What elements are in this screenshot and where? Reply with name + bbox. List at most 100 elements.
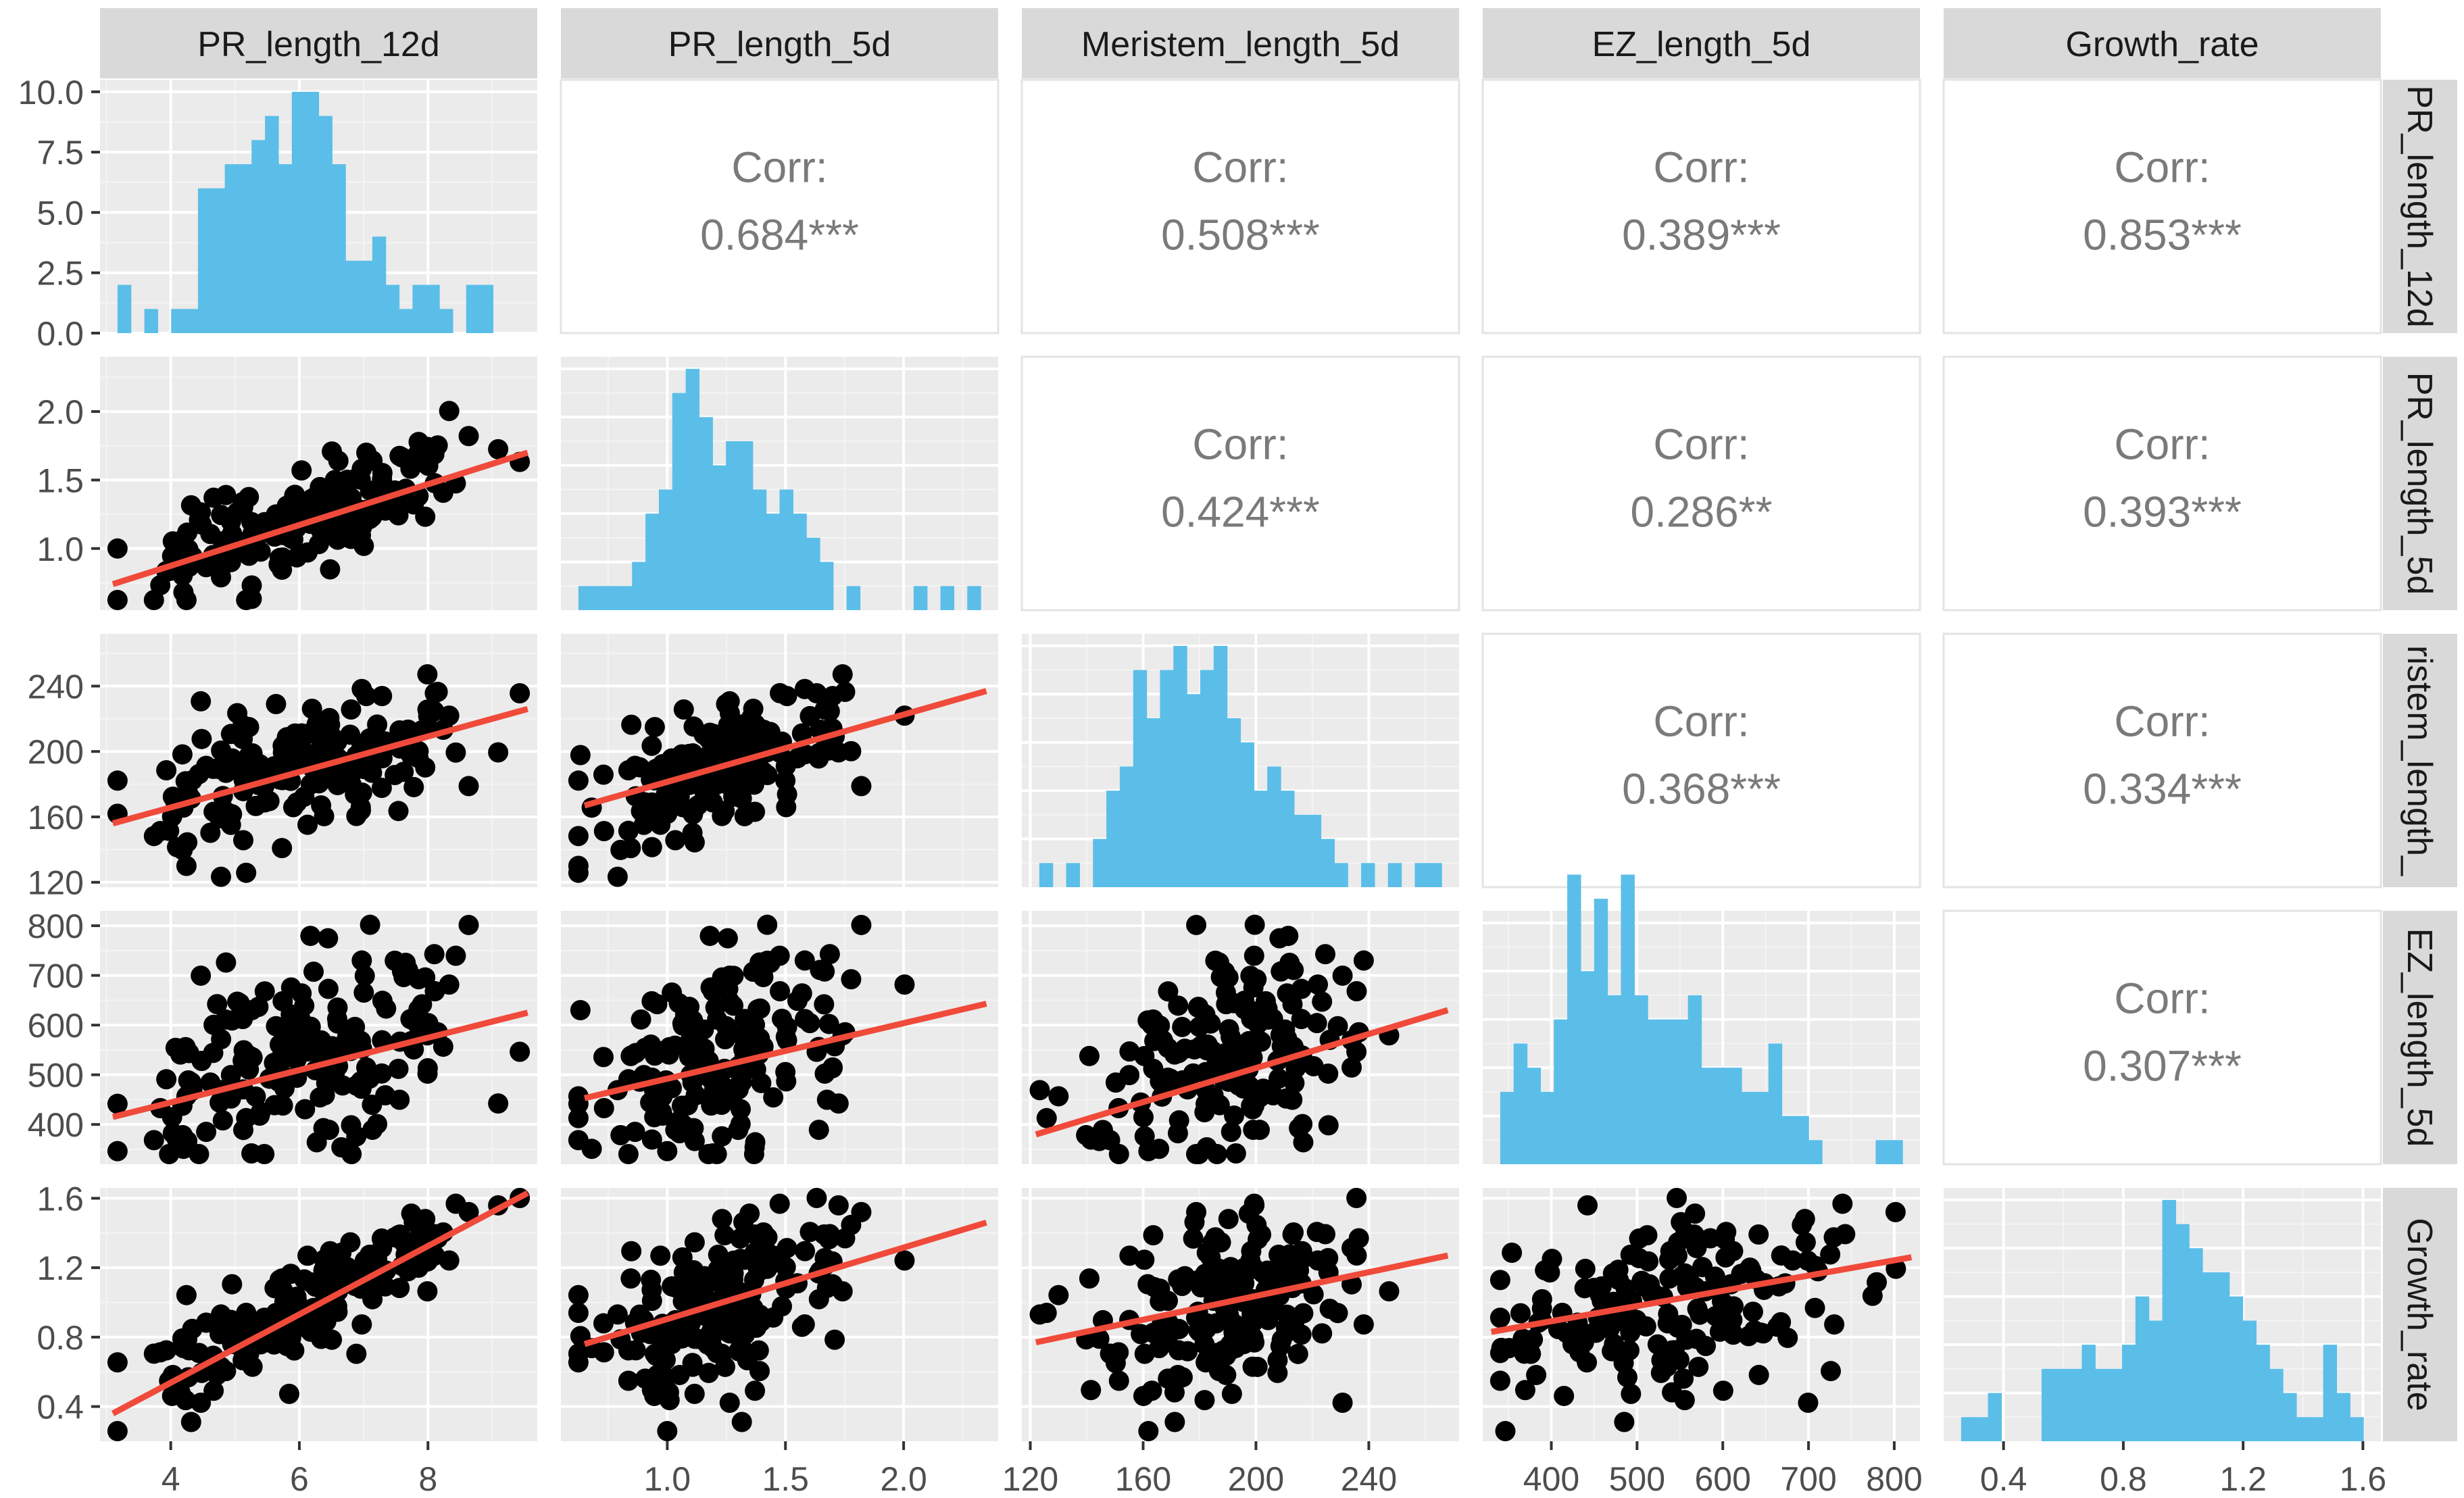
x-tick-label: 1.6	[2340, 1460, 2387, 1498]
panel-bg	[1022, 1188, 1459, 1441]
corr-value: 0.334***	[2083, 765, 2242, 814]
column-strip-growth-rate: Growth_rate	[1944, 8, 2381, 78]
hist-bar	[739, 441, 754, 610]
scatter-point	[1637, 1225, 1658, 1246]
hist-bar	[412, 284, 426, 333]
scatter-point	[1795, 1232, 1816, 1253]
column-strip-label: EZ_length_5d	[1592, 25, 1811, 64]
scatter-point	[1713, 1380, 1733, 1401]
hist-bar	[1066, 863, 1081, 887]
y-tick-label: 240	[28, 668, 84, 705]
hist-bar	[2068, 1368, 2083, 1441]
hist-bar	[1361, 863, 1375, 887]
scatter-point	[593, 764, 614, 785]
scatter-point	[107, 1352, 128, 1373]
corr-label: Corr:	[2114, 697, 2210, 746]
scatter-point	[1798, 1393, 1819, 1414]
scatter-point	[1248, 1229, 1268, 1250]
scatter-point	[295, 743, 316, 764]
column-strip-pr-length-5d: PR_length_5d	[561, 8, 998, 78]
hist-bar	[1187, 694, 1201, 887]
scatter-point	[1353, 1314, 1374, 1335]
scatter-point	[751, 1072, 772, 1093]
y-axis-row-3: 400 500 600 700 800	[28, 907, 100, 1144]
hist-bar	[2215, 1272, 2230, 1441]
scatter-point	[408, 999, 429, 1020]
hist-bar	[211, 188, 226, 333]
scatter-point	[272, 838, 293, 859]
scatter-point	[211, 1028, 232, 1049]
scatter-point	[236, 590, 257, 610]
scatter-point	[510, 1041, 531, 1062]
row-strip-bg	[2383, 80, 2457, 333]
scatter-point	[1312, 991, 1333, 1012]
panel-r3-c0	[100, 911, 537, 1164]
scatter-point	[1660, 1241, 1681, 1262]
scatter-point	[743, 1299, 764, 1320]
scatter-point	[1253, 1263, 1274, 1284]
scatter-point	[644, 717, 665, 738]
scatter-point	[684, 1232, 705, 1253]
scatter-point	[708, 1068, 729, 1089]
scatter-point	[1225, 1143, 1246, 1164]
scatter-point	[1216, 1364, 1237, 1385]
hist-bar	[752, 489, 767, 610]
scatter-point	[677, 1095, 698, 1116]
scatter-point	[1489, 1370, 1510, 1391]
row-strip-label: EZ_length_5d	[2400, 928, 2439, 1147]
row-strip-pr-length-12d: PR_length_12d	[2383, 80, 2457, 333]
scatter-point	[254, 1144, 275, 1164]
scatter-point	[254, 1307, 275, 1328]
scatter-point	[620, 838, 641, 859]
column-strip-label: Meristem_length_5d	[1081, 25, 1400, 64]
scatter-point	[841, 741, 862, 762]
hist-bar	[479, 284, 494, 333]
hist-bar	[1500, 1091, 1514, 1164]
scatter-point	[620, 1268, 641, 1289]
panel-r4-c1	[561, 1188, 998, 1441]
scatter-point	[1577, 1195, 1598, 1216]
scatter-point	[1723, 1324, 1744, 1345]
scatter-point	[172, 1328, 193, 1349]
corr-label: Corr:	[731, 143, 827, 192]
x-tick-label: 0.4	[1980, 1460, 2027, 1498]
scatter-point	[641, 735, 662, 756]
scatter-point	[1635, 1316, 1656, 1337]
hist-bar	[2189, 1248, 2203, 1441]
scatter-point	[191, 965, 212, 986]
scatter-point	[769, 1193, 790, 1214]
scatter-point	[1138, 1141, 1159, 1162]
scatter-point	[730, 1099, 751, 1120]
scatter-point	[211, 505, 232, 526]
scatter-point	[351, 950, 372, 971]
y-tick-label: 0.4	[36, 1389, 84, 1426]
scatter-point	[203, 487, 224, 508]
scatter-point	[835, 681, 856, 702]
scatter-point	[107, 1093, 128, 1114]
hist-bar	[2323, 1345, 2338, 1441]
scatter-point	[641, 1270, 662, 1291]
scatter-point	[1306, 1013, 1327, 1034]
y-tick-label: 1.6	[36, 1180, 84, 1218]
hist-bar	[2135, 1296, 2150, 1441]
hist-bar	[1715, 1068, 1729, 1164]
panel-r0-c4: Corr: 0.853***	[1942, 78, 2382, 334]
panel-r0-c3: Corr: 0.389***	[1481, 78, 1921, 334]
scatter-point	[841, 969, 862, 990]
scatter-point	[715, 1028, 736, 1049]
scatter-point	[791, 1316, 812, 1337]
scatter-point	[1267, 1350, 1288, 1371]
scatter-point	[322, 441, 343, 462]
row-strip-label-clip: EZ_length_5d	[2400, 928, 2439, 1147]
scatter-point	[407, 740, 428, 761]
scatter-point	[1234, 1273, 1255, 1294]
x-axis-col-1: 1.0 1.5 2.0	[644, 1441, 927, 1498]
scatter-point	[180, 495, 201, 516]
scatter-point	[433, 1037, 453, 1057]
panel-r2-c2	[1022, 634, 1459, 887]
scatter-point	[673, 699, 694, 720]
scatter-point	[1276, 1088, 1297, 1109]
hist-bar	[1267, 766, 1281, 887]
y-tick-label: 1.5	[36, 461, 84, 499]
scatter-point	[699, 926, 720, 947]
